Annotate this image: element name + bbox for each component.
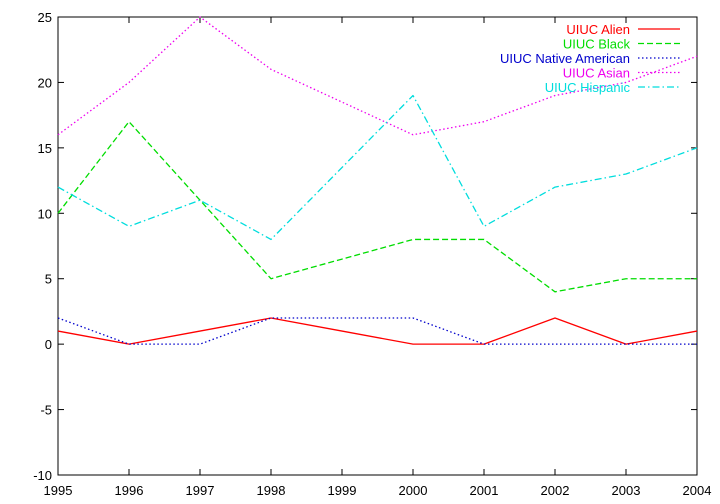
plot-frame bbox=[57, 16, 698, 476]
series-line-uiuc-asian bbox=[57, 16, 698, 136]
x-tick-label: 2002 bbox=[541, 483, 570, 498]
x-tick-label: 1996 bbox=[115, 483, 144, 498]
series-line-uiuc-alien bbox=[57, 317, 698, 345]
x-tick-label: 1995 bbox=[44, 483, 73, 498]
x-tick-label: 2000 bbox=[399, 483, 428, 498]
legend-label-uiuc-asian: UIUC Asian bbox=[563, 66, 630, 81]
y-tick-label: 20 bbox=[38, 75, 52, 90]
x-tick-label: 2004 bbox=[683, 483, 712, 498]
legend-label-uiuc-alien: UIUC Alien bbox=[566, 22, 630, 37]
legend-label-uiuc-black: UIUC Black bbox=[563, 37, 631, 52]
x-tick-label: 1997 bbox=[186, 483, 215, 498]
y-tick-label: 10 bbox=[38, 206, 52, 221]
plot-border bbox=[57, 16, 698, 476]
x-tick-label: 2001 bbox=[470, 483, 499, 498]
y-tick-label: -5 bbox=[40, 403, 52, 418]
y-tick-label: 5 bbox=[45, 272, 52, 287]
y-tick-label: 0 bbox=[45, 337, 52, 352]
series-line-uiuc-native-american bbox=[57, 317, 697, 345]
legend-label-uiuc-native-american: UIUC Native American bbox=[500, 51, 630, 66]
y-axis-ticks: -10 -5 0 5 10 15 20 25 bbox=[33, 10, 697, 483]
series-line-uiuc-black bbox=[57, 121, 697, 293]
x-tick-label: 2003 bbox=[612, 483, 641, 498]
series-line-uiuc-hispanic bbox=[57, 94, 698, 241]
legend-label-uiuc-hispanic: UIUC Hispanic bbox=[545, 80, 631, 95]
x-axis-ticks: 1995 1996 1997 1998 1999 2000 2001 2002 2003 2004 bbox=[44, 17, 712, 498]
x-tick-label: 1998 bbox=[257, 483, 286, 498]
series-layer bbox=[57, 16, 698, 345]
y-tick-label: 15 bbox=[38, 141, 52, 156]
y-tick-label: -10 bbox=[33, 468, 52, 483]
x-tick-label: 1999 bbox=[328, 483, 357, 498]
y-tick-label: 25 bbox=[38, 10, 52, 25]
